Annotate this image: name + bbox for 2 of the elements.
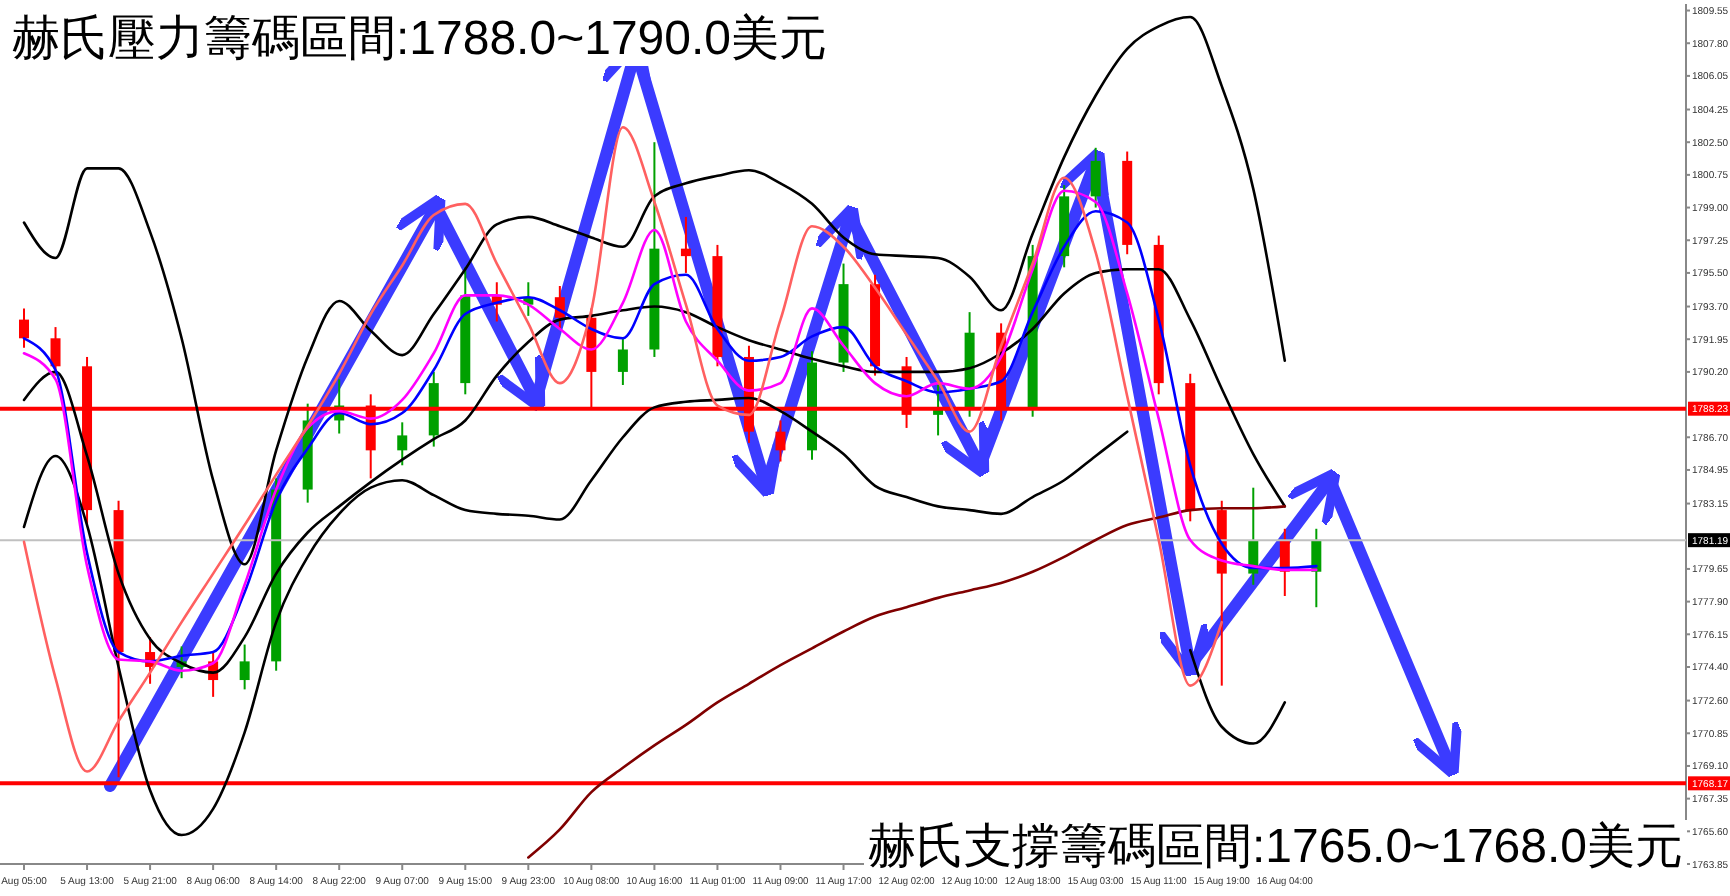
annotation: 赫氏支撐籌碼區間:1765.0~1768.0美元 [868,820,1683,874]
chart-title: 赫氏壓力籌碼區間:1788.0~1790.0美元 [12,12,827,66]
